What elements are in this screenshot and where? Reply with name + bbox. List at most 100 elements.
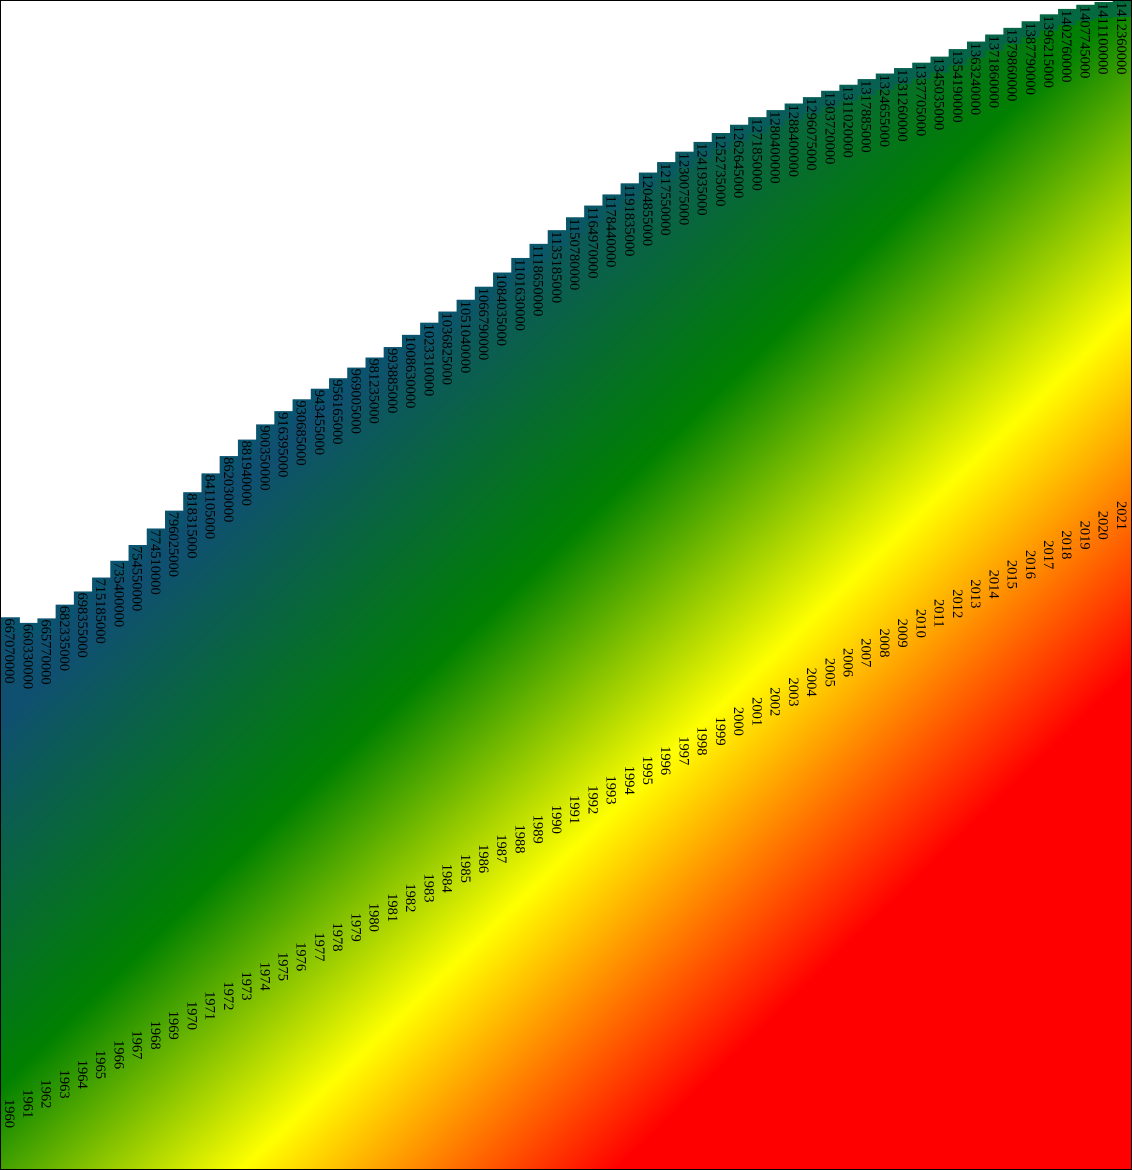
category-label-1970: 1970 [183, 1001, 199, 1030]
bar-1996 [657, 162, 676, 1169]
category-label-1982: 1982 [402, 883, 418, 912]
bar-top-1978 [329, 378, 348, 395]
bar-1981 [383, 347, 403, 1169]
bar-top-1997 [675, 151, 695, 168]
category-label-1984: 1984 [439, 864, 455, 894]
value-label-1998: 1241935000 [694, 143, 710, 216]
bar-1988 [511, 257, 531, 1169]
category-label-1988: 1988 [511, 825, 527, 854]
bar-top-2001 [748, 117, 768, 134]
value-label-1988: 1101630000 [511, 259, 527, 331]
value-label-2015: 1379860000 [1004, 29, 1020, 102]
bar-1986 [474, 286, 494, 1169]
category-label-2014: 2014 [985, 570, 1001, 600]
category-label-1990: 1990 [548, 805, 564, 834]
category-label-2009: 2009 [894, 619, 910, 648]
bar-2018 [1058, 8, 1077, 1169]
bar-top-2015 [1003, 27, 1023, 44]
bar-2016 [1021, 21, 1041, 1169]
category-label-2000: 2000 [730, 707, 746, 736]
bar-1980 [365, 357, 385, 1169]
category-label-1961: 1961 [19, 1089, 35, 1118]
value-label-2016: 1387790000 [1022, 22, 1038, 95]
value-label-1989: 1118650000 [530, 245, 546, 316]
bar-top-1969 [165, 510, 184, 527]
bar-top-2020 [1094, 2, 1114, 19]
value-label-1976: 930685000 [293, 400, 309, 465]
value-label-1977: 943455000 [311, 390, 327, 455]
value-label-1991: 1150780000 [566, 218, 582, 290]
bar-top-2016 [1021, 21, 1041, 38]
bar-1995 [638, 172, 658, 1169]
bar-1993 [602, 194, 622, 1169]
bar-top-2010 [912, 62, 932, 79]
value-label-1973: 881940000 [238, 441, 254, 506]
bar-2011 [930, 56, 950, 1169]
bar-2005 [821, 90, 840, 1169]
bar-1970 [183, 492, 203, 1169]
category-label-1989: 1989 [530, 815, 546, 844]
value-label-1975: 916395000 [275, 412, 291, 477]
category-label-2013: 2013 [967, 579, 983, 608]
bar-top-1986 [474, 286, 494, 303]
bar-2020 [1094, 2, 1114, 1169]
bar-top-1984 [438, 311, 458, 328]
bar-top-1982 [401, 334, 421, 351]
bar-top-1966 [110, 560, 130, 577]
category-label-2004: 2004 [803, 668, 819, 698]
bar-1982 [401, 334, 421, 1169]
bar-top-2006 [839, 84, 859, 101]
category-label-1960: 1960 [1, 1099, 17, 1128]
bar-2004 [802, 97, 822, 1169]
bar-top-1998 [693, 141, 713, 158]
bar-top-1970 [183, 492, 203, 509]
bar-top-1965 [92, 577, 111, 594]
category-label-1964: 1964 [74, 1060, 90, 1090]
bar-top-1961 [19, 622, 39, 639]
bar-top-1979 [347, 367, 367, 384]
value-label-1962: 665770000 [38, 619, 54, 684]
category-label-2012: 2012 [949, 589, 965, 618]
bar-2008 [875, 73, 895, 1169]
bar-1973 [237, 439, 257, 1169]
value-label-1974: 900350000 [256, 425, 272, 490]
value-label-1996: 1217550000 [657, 163, 673, 236]
bar-2009 [894, 68, 913, 1169]
bar-top-2003 [784, 103, 804, 120]
value-label-1961: 660330000 [19, 624, 35, 689]
bar-2010 [912, 62, 932, 1169]
category-label-1996: 1996 [657, 746, 673, 775]
bar-1975 [274, 411, 294, 1169]
bar-1983 [420, 322, 440, 1169]
category-label-1980: 1980 [366, 903, 382, 932]
bar-1989 [529, 243, 549, 1169]
value-label-2019: 1407745000 [1076, 6, 1092, 79]
bar-1978 [329, 378, 348, 1169]
category-label-1966: 1966 [110, 1040, 126, 1069]
bar-2019 [1076, 4, 1096, 1169]
category-label-2003: 2003 [785, 677, 801, 706]
bar-top-2014 [985, 34, 1005, 51]
value-labels-group: 667070000 660330000 665770000 682335000 6983… [1, 2, 1129, 689]
category-label-1975: 1975 [275, 952, 291, 981]
bar-2013 [966, 41, 986, 1169]
bar-2001 [748, 117, 768, 1169]
value-label-1999: 1252735000 [712, 134, 728, 207]
category-label-2017: 2017 [1040, 540, 1056, 569]
bar-1967 [128, 545, 148, 1169]
bar-top-2021 [1112, 1, 1131, 17]
bar-top-1968 [146, 528, 166, 545]
value-label-2014: 1371860000 [985, 35, 1001, 108]
value-label-2007: 1317885000 [858, 80, 874, 153]
bar-top-2017 [1039, 14, 1059, 31]
value-label-1985: 1051040000 [457, 301, 473, 374]
bar-top-1985 [456, 299, 476, 316]
bar-1998 [693, 141, 713, 1169]
category-label-1997: 1997 [675, 736, 691, 765]
category-label-1963: 1963 [56, 1070, 72, 1099]
bar-1961 [19, 622, 39, 1169]
value-label-1964: 698355000 [74, 592, 90, 657]
category-label-1987: 1987 [493, 834, 509, 863]
bar-top-2008 [875, 73, 895, 90]
